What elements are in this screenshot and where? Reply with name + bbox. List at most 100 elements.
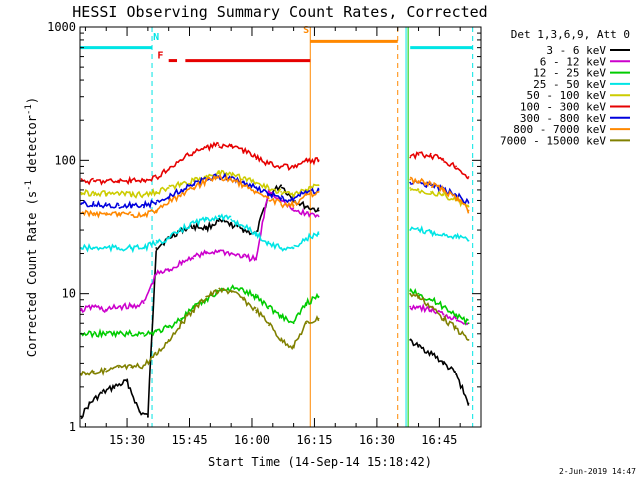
- series-point: [205, 180, 208, 182]
- series-segment: [443, 161, 457, 170]
- series-segment: [430, 229, 445, 238]
- series-point: [417, 345, 420, 348]
- series-segment: [430, 181, 445, 193]
- series-segment: [418, 302, 432, 314]
- series-segment: [293, 192, 307, 206]
- series-point: [230, 223, 233, 226]
- series-segment: [409, 292, 420, 300]
- series-point: [180, 229, 183, 231]
- series-point: [317, 184, 320, 187]
- series-segment: [192, 297, 207, 314]
- series-point: [117, 366, 120, 369]
- series-segment: [193, 146, 207, 154]
- series-segment: [117, 211, 132, 218]
- series-point: [142, 204, 145, 207]
- series-point: [105, 180, 108, 182]
- series-segment: [205, 289, 220, 298]
- series-segment: [292, 188, 307, 198]
- series-line: [80, 141, 470, 186]
- series-segment: [255, 191, 270, 199]
- series-segment: [255, 185, 270, 197]
- series-segment: [130, 177, 145, 184]
- series-segment: [417, 293, 432, 302]
- series-point: [455, 317, 457, 320]
- series-point: [305, 159, 308, 162]
- series-segment: [455, 232, 470, 242]
- series-point: [455, 373, 457, 375]
- series-segment: [168, 226, 182, 240]
- series-point: [80, 309, 83, 312]
- series-point: [409, 305, 412, 308]
- series-segment: [130, 190, 145, 199]
- series-point: [155, 273, 158, 276]
- series-segment: [143, 351, 157, 367]
- series-point: [92, 191, 95, 194]
- series-point: [317, 190, 320, 193]
- series-segment: [130, 211, 145, 219]
- series-segment: [280, 199, 295, 209]
- series-point: [455, 194, 457, 196]
- series-point: [280, 165, 283, 168]
- series-point: [305, 302, 308, 304]
- series-segment: [268, 304, 282, 320]
- series-segment: [243, 176, 257, 185]
- series-point: [467, 201, 470, 204]
- series-point: [280, 190, 283, 193]
- legend-label: 100 - 300 keV: [520, 101, 606, 114]
- series-point: [230, 289, 233, 292]
- series-point: [130, 305, 133, 308]
- series-point: [455, 165, 457, 168]
- series-point: [417, 229, 420, 231]
- series-point: [117, 305, 120, 308]
- y-tick-label: 100: [54, 153, 76, 167]
- series-segment: [118, 363, 132, 371]
- y-axis-label: Corrected Count Rate (s-1 detector-1): [24, 97, 39, 357]
- series-point: [467, 176, 470, 178]
- x-tick-label: 15:30: [109, 433, 145, 447]
- series-point: [230, 218, 233, 221]
- series-point: [242, 225, 245, 228]
- series-segment: [292, 189, 307, 200]
- series-segment: [155, 196, 170, 203]
- series-point: [430, 298, 432, 301]
- series-segment: [293, 237, 307, 248]
- series-point: [430, 305, 432, 308]
- series-point: [192, 187, 195, 189]
- series-segment: [442, 360, 457, 374]
- series-segment: [230, 143, 245, 154]
- series-segment: [105, 178, 120, 184]
- series-segment: [130, 299, 145, 310]
- series-segment: [167, 188, 182, 200]
- series-point: [242, 181, 245, 184]
- series-point: [317, 295, 320, 298]
- series-point: [255, 190, 258, 193]
- legend-label: 12 - 25 keV: [533, 67, 606, 80]
- series-segment: [305, 292, 320, 307]
- series-point: [155, 330, 158, 333]
- series-point: [280, 197, 283, 200]
- legend-label: 7000 - 15000 keV: [500, 134, 606, 147]
- series-segment: [267, 321, 282, 342]
- series-point: [317, 209, 320, 212]
- series-segment: [205, 218, 220, 234]
- series-segment: [455, 313, 469, 326]
- series-segment: [268, 241, 282, 251]
- series-point: [430, 190, 432, 193]
- series-point: [409, 187, 412, 189]
- chart-title: HESSI Observing Summary Count Rates, Cor…: [72, 3, 487, 21]
- series-point: [117, 247, 120, 249]
- y-axis-label-sup1: -1: [24, 180, 34, 191]
- series-segment: [442, 232, 457, 240]
- series-segment: [181, 186, 194, 197]
- series-point: [467, 205, 470, 208]
- series-segment: [192, 222, 207, 233]
- series-segment: [230, 290, 245, 301]
- series-point: [80, 191, 83, 194]
- series-point: [230, 145, 233, 147]
- series-point: [130, 213, 133, 216]
- series-point: [230, 173, 233, 176]
- series-segment: [118, 243, 132, 252]
- series-point: [305, 205, 308, 208]
- plot-series: [80, 141, 470, 420]
